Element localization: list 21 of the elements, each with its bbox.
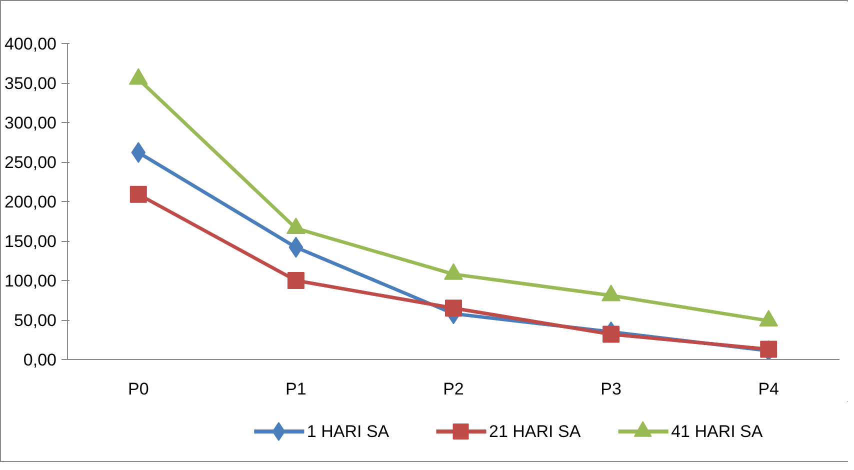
y-tick-label: 400,00 — [4, 34, 57, 54]
x-tick-label: P0 — [128, 380, 149, 398]
y-tick-label: 100,00 — [4, 272, 57, 290]
y-tick-label: 350,00 — [4, 74, 57, 93]
y-tick-label: 150,00 — [4, 232, 57, 251]
x-tick-label: P3 — [600, 380, 622, 398]
x-tick-label: P2 — [443, 380, 464, 398]
point — [602, 326, 620, 343]
point — [445, 300, 462, 317]
point — [130, 186, 147, 203]
y-tick-label: 300,00 — [4, 114, 57, 132]
y-tick-label: 250,00 — [4, 153, 57, 172]
y-tick-label: 200,00 — [4, 192, 57, 212]
legend-label: 1 HARI SA — [306, 422, 390, 441]
point — [287, 272, 304, 289]
x-tick-label: P1 — [286, 380, 306, 398]
legend-label: 21 HARI SA — [489, 422, 582, 441]
y-tick-label: 0,00 — [23, 350, 57, 370]
y-tick-label: 50,00 — [14, 311, 57, 330]
x-tick-label: P4 — [758, 380, 779, 398]
legend-label: 41 HARI SA — [671, 422, 764, 441]
